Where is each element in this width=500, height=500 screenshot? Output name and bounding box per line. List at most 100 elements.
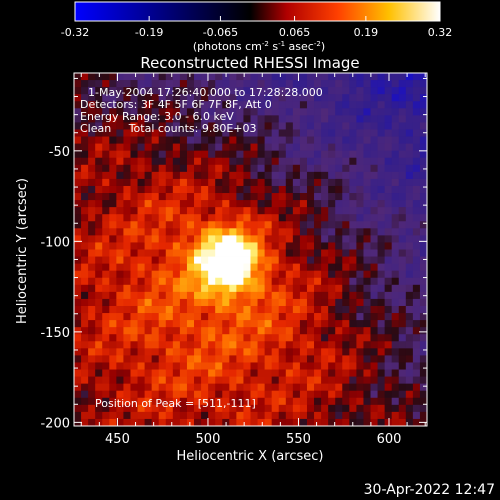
heatmap-cell bbox=[250, 129, 258, 137]
heatmap-cell bbox=[278, 108, 287, 116]
heatmap-cell bbox=[321, 327, 329, 335]
heatmap-cell bbox=[123, 87, 131, 95]
heatmap-cell bbox=[321, 362, 329, 370]
heatmap-cell bbox=[194, 87, 202, 95]
chart-title: Reconstructed RHESSI Image bbox=[140, 54, 359, 72]
heatmap-cell bbox=[264, 80, 273, 88]
heatmap-cell bbox=[102, 214, 110, 222]
heatmap-cell bbox=[349, 305, 357, 314]
heatmap-cell bbox=[250, 228, 258, 236]
heatmap-cell bbox=[222, 383, 230, 392]
heatmap-cell bbox=[419, 397, 427, 406]
heatmap-cell bbox=[102, 136, 110, 144]
heatmap-cell bbox=[74, 256, 82, 265]
heatmap-cell bbox=[123, 397, 131, 406]
heatmap-cell bbox=[271, 94, 280, 102]
heatmap-cell bbox=[215, 348, 223, 356]
heatmap-cell bbox=[172, 221, 181, 229]
heatmap-cell bbox=[172, 376, 181, 385]
heatmap-cell bbox=[391, 136, 400, 144]
heatmap-cell bbox=[179, 298, 188, 307]
heatmap-cell bbox=[285, 305, 294, 314]
heatmap-cell bbox=[74, 207, 82, 215]
heatmap-cell bbox=[123, 193, 131, 201]
heatmap-cell bbox=[285, 320, 294, 328]
heatmap-cell bbox=[419, 200, 427, 208]
heatmap-cell bbox=[321, 101, 329, 109]
heatmap-cell bbox=[398, 305, 407, 314]
heatmap-cell bbox=[328, 185, 336, 194]
heatmap-cell bbox=[158, 228, 167, 236]
heatmap-cell bbox=[81, 305, 89, 314]
heatmap-cell bbox=[299, 284, 308, 293]
heatmap-cell bbox=[292, 214, 301, 222]
heatmap-cell bbox=[137, 334, 145, 342]
heatmap-cell bbox=[74, 101, 82, 109]
heatmap-cell bbox=[179, 143, 188, 152]
heatmap-cell bbox=[285, 355, 294, 363]
heatmap-cell bbox=[405, 256, 414, 265]
heatmap-cell bbox=[412, 115, 421, 123]
heatmap-cell bbox=[292, 221, 301, 229]
heatmap-cell bbox=[194, 298, 202, 307]
heatmap-cell bbox=[144, 341, 153, 349]
heatmap-cell bbox=[271, 404, 280, 413]
heatmap-cell bbox=[342, 101, 350, 109]
heatmap-cell bbox=[398, 411, 407, 420]
heatmap-cell bbox=[236, 376, 244, 385]
heatmap-cell bbox=[405, 108, 414, 116]
heatmap-cell bbox=[151, 73, 160, 81]
heatmap-cell bbox=[236, 298, 244, 307]
heatmap-cell bbox=[419, 348, 427, 356]
heatmap-cell bbox=[186, 150, 195, 159]
heatmap-cell bbox=[391, 221, 400, 229]
heatmap-cell bbox=[342, 291, 350, 300]
heatmap-cell bbox=[314, 129, 322, 137]
heatmap-cell bbox=[243, 80, 251, 88]
heatmap-cell bbox=[391, 397, 400, 406]
heatmap-cell bbox=[328, 94, 336, 102]
heatmap-cell bbox=[201, 221, 209, 229]
heatmap-cell bbox=[250, 411, 258, 420]
heatmap-cell bbox=[306, 411, 315, 420]
heatmap-cell bbox=[419, 334, 427, 342]
heatmap-cell bbox=[370, 80, 378, 88]
heatmap-cell bbox=[328, 143, 336, 152]
heatmap-cell bbox=[109, 291, 117, 300]
heatmap-cell bbox=[208, 376, 216, 385]
heatmap-cell bbox=[314, 101, 322, 109]
heatmap-cell bbox=[278, 193, 287, 201]
heatmap-cell bbox=[278, 185, 287, 194]
heatmap-cell bbox=[377, 291, 386, 300]
heatmap-cell bbox=[222, 242, 230, 250]
heatmap-cell bbox=[342, 256, 350, 265]
heatmap-cell bbox=[130, 313, 138, 321]
heatmap-cell bbox=[109, 193, 117, 201]
heatmap-cell bbox=[370, 193, 378, 201]
heatmap-cell bbox=[179, 284, 188, 293]
heatmap-cell bbox=[292, 101, 301, 109]
heatmap-cell bbox=[236, 418, 244, 426]
heatmap-cell bbox=[116, 390, 124, 399]
heatmap-cell bbox=[314, 291, 322, 300]
heatmap-cell bbox=[194, 73, 202, 81]
heatmap-cell bbox=[257, 178, 266, 187]
heatmap-cell bbox=[285, 284, 294, 293]
heatmap-cell bbox=[158, 411, 167, 420]
heatmap-cell bbox=[349, 277, 357, 286]
heatmap-cell bbox=[165, 334, 174, 342]
heatmap-cell bbox=[342, 214, 350, 222]
heatmap-cell bbox=[342, 249, 350, 257]
heatmap-cell bbox=[243, 355, 251, 363]
heatmap-cell bbox=[405, 136, 414, 144]
heatmap-cell bbox=[208, 418, 216, 426]
heatmap-cell bbox=[137, 73, 145, 81]
heatmap-cell bbox=[363, 298, 371, 307]
heatmap-cell bbox=[74, 228, 82, 236]
heatmap-cell bbox=[363, 108, 371, 116]
heatmap-cell bbox=[321, 214, 329, 222]
heatmap-cell bbox=[306, 249, 315, 257]
heatmap-cell bbox=[201, 320, 209, 328]
heatmap-cell bbox=[116, 263, 124, 272]
heatmap-cell bbox=[264, 277, 273, 286]
